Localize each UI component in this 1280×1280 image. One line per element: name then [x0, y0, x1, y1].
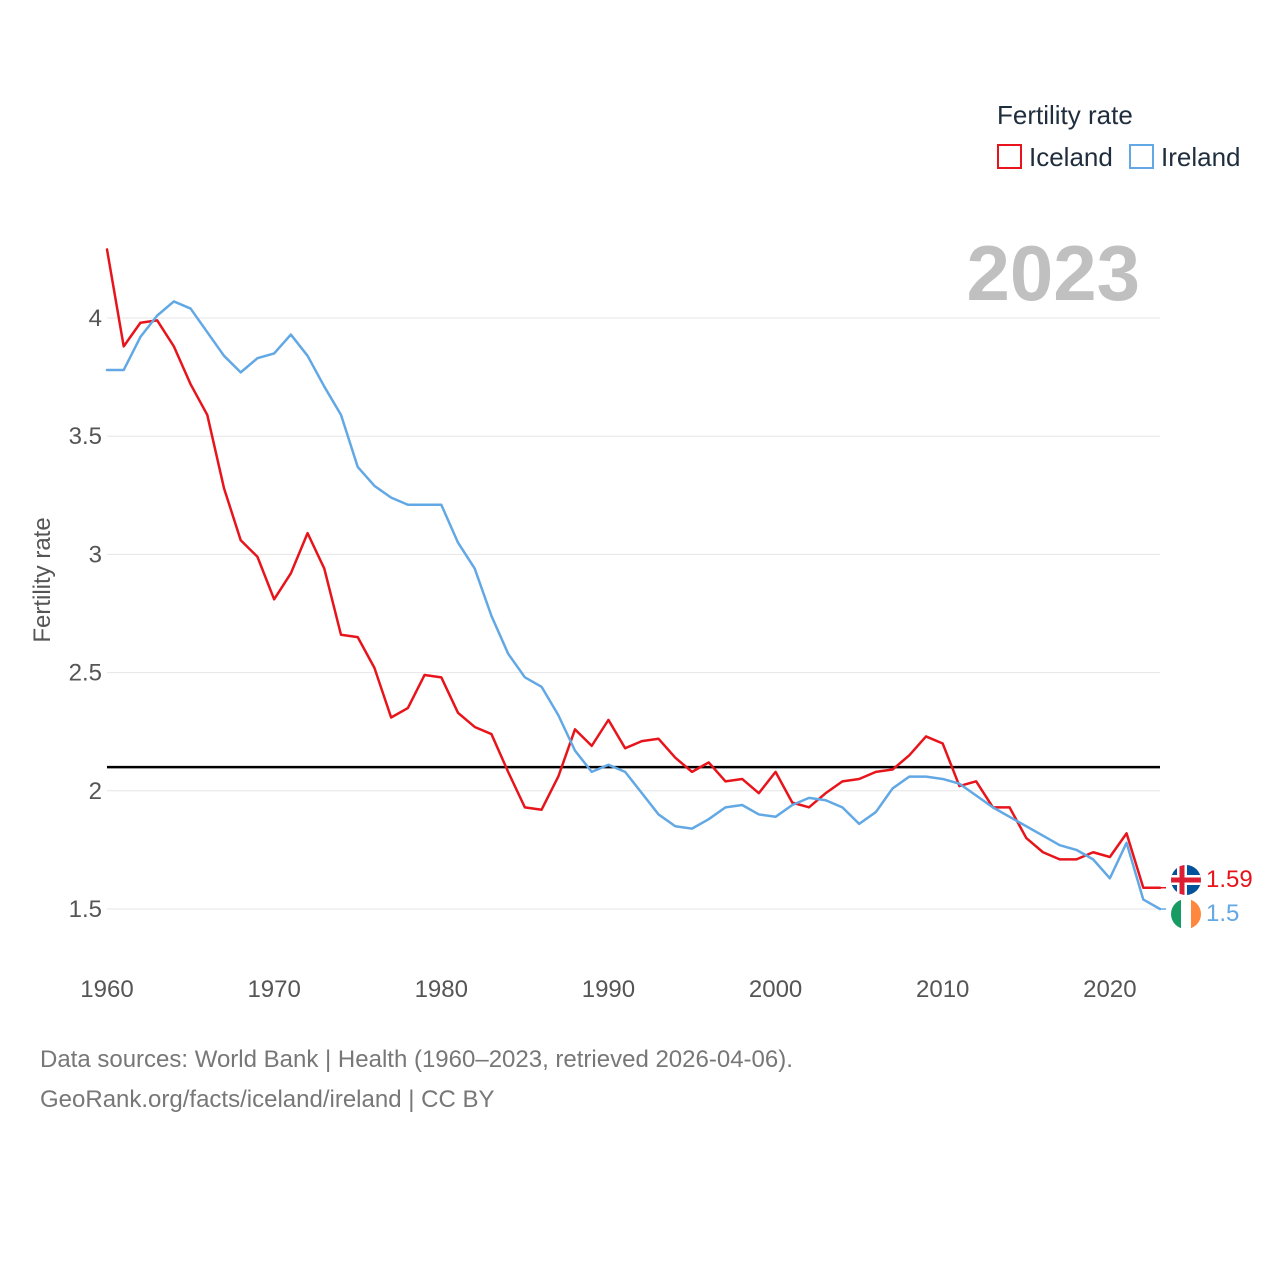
y-tick-label: 2 [89, 778, 102, 805]
legend-swatch-iceland [997, 144, 1022, 169]
legend: Fertility rate Iceland Ireland [997, 100, 1241, 172]
source-link[interactable]: GeoRank.org/facts/iceland/ireland | CC B… [40, 1086, 495, 1113]
iceland-flag-icon [1171, 865, 1201, 895]
legend-label-ireland: Ireland [1161, 142, 1241, 172]
series-lines [105, 248, 1162, 911]
y-axis-title: Fertility rate [29, 517, 56, 642]
x-axis-ticks: 1960 1970 1980 1990 2000 2010 2020 [80, 976, 1136, 1003]
x-tick-label: 1990 [582, 976, 635, 1003]
y-tick-label: 3 [89, 541, 102, 568]
series-line-ireland [105, 300, 1162, 911]
current-year-label: 2023 [966, 229, 1140, 317]
legend-label-iceland: Iceland [1029, 142, 1113, 172]
y-tick-label: 2.5 [69, 660, 102, 687]
y-axis-ticks: 1.5 2 2.5 3 3.5 4 [69, 305, 102, 923]
ireland-flag-icon [1171, 899, 1201, 929]
legend-item-iceland[interactable]: Iceland [997, 142, 1113, 172]
ireland-end-value: 1.5 [1206, 900, 1239, 927]
data-sources-text: Data sources: World Bank | Health (1960–… [40, 1046, 793, 1073]
x-tick-label: 2000 [749, 976, 802, 1003]
footer: Data sources: World Bank | Health (1960–… [40, 1040, 793, 1120]
series-end-markers [1160, 886, 1166, 910]
legend-swatch-ireland [1129, 144, 1154, 169]
legend-item-ireland[interactable]: Ireland [1129, 142, 1241, 172]
legend-title: Fertility rate [997, 100, 1133, 130]
iceland-end-value: 1.59 [1206, 866, 1253, 893]
x-tick-label: 2020 [1083, 976, 1136, 1003]
x-tick-label: 1960 [80, 976, 133, 1003]
y-tick-label: 1.5 [69, 896, 102, 923]
x-tick-label: 1970 [247, 976, 300, 1003]
grid-lines [107, 317, 1160, 910]
y-tick-label: 4 [89, 305, 102, 332]
y-tick-label: 3.5 [69, 423, 102, 450]
x-tick-label: 2010 [916, 976, 969, 1003]
x-tick-label: 1980 [415, 976, 468, 1003]
series-line-iceland [105, 248, 1162, 889]
